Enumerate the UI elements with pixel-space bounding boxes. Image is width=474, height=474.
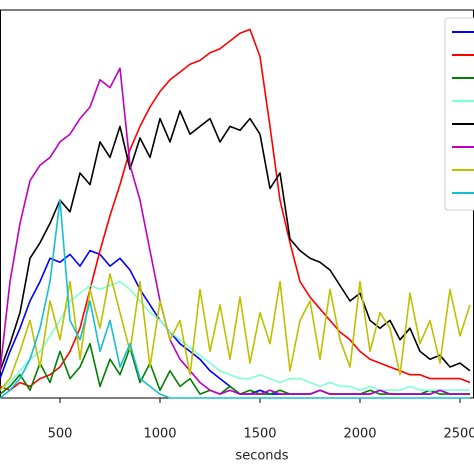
x-axis-label: seconds (235, 449, 288, 464)
series-line (0, 273, 471, 391)
series-line (0, 199, 470, 399)
series-line (0, 280, 470, 391)
x-tick-label: 1000 (143, 427, 176, 442)
plot-frame (0, 9, 474, 399)
x-tick-label: 1500 (243, 427, 276, 442)
x-tick-label: 2000 (343, 427, 376, 442)
x-tick-label: 2500 (443, 427, 474, 442)
x-tick-label: 500 (48, 427, 73, 442)
series-line (0, 110, 471, 372)
series-line (0, 28, 471, 391)
legend-box (444, 17, 474, 211)
series-line (0, 67, 470, 395)
